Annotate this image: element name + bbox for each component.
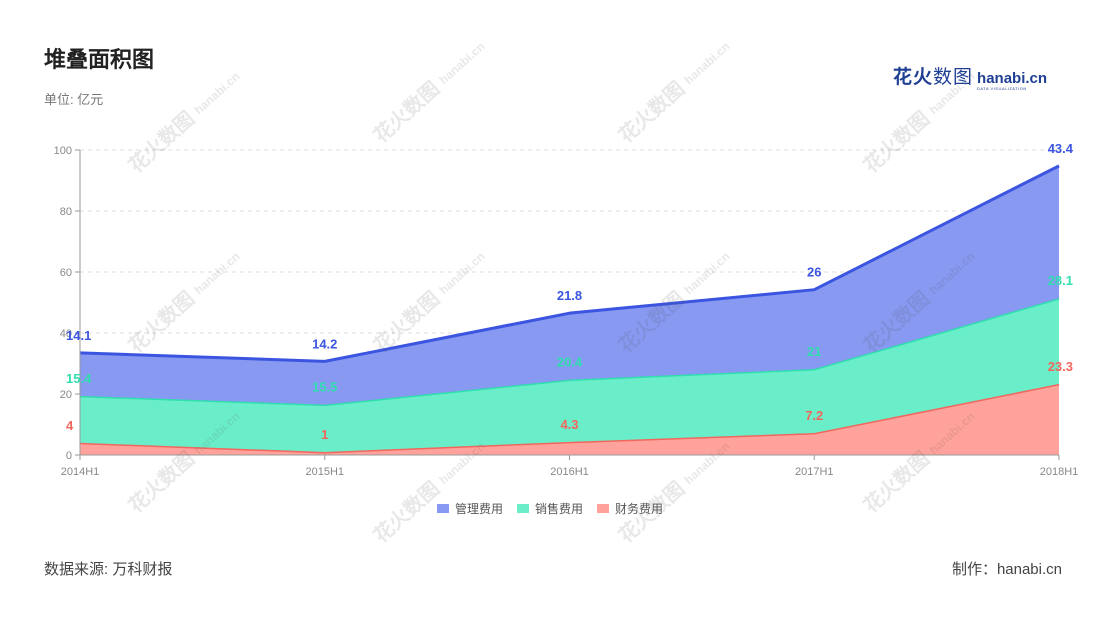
legend-label: 财务费用: [615, 502, 664, 516]
legend-item[interactable]: 财务费用: [597, 500, 663, 517]
logo-cn-light: 数图: [933, 67, 974, 88]
x-tick-label: 2014H1: [61, 466, 100, 478]
logo-tagline: DATA VISUALIZATION: [977, 86, 1027, 91]
area-series-1: [80, 298, 1059, 452]
data-label: 15.4: [66, 371, 92, 386]
data-label: 4: [66, 418, 74, 433]
y-tick-label: 100: [54, 145, 72, 157]
data-label: 14.1: [66, 328, 91, 343]
data-label: 43.4: [1048, 141, 1074, 156]
y-tick-label: 80: [60, 206, 72, 218]
data-label: 20.4: [557, 355, 583, 370]
logo-cn-bold: 花火: [893, 67, 934, 88]
chart-title: 堆叠面积图: [44, 47, 155, 72]
y-tick-label: 0: [66, 450, 72, 462]
svg-text:花火数图: 花火数图: [124, 286, 200, 357]
x-tick-label: 2017H1: [795, 466, 834, 478]
data-label: 4.3: [560, 417, 578, 432]
legend-swatch: [436, 504, 449, 513]
unit-label: 单位: 亿元: [44, 92, 104, 107]
legend-label: 管理费用: [454, 502, 503, 516]
data-label: 15.5: [312, 380, 337, 395]
legend-swatch: [516, 504, 529, 513]
logo-cn: 花火数图: [893, 62, 973, 89]
svg-text:花火数图: 花火数图: [124, 106, 200, 177]
chart-legend: 管理费用 销售费用 财务费用: [0, 500, 1100, 517]
x-tick-label: 2016H1: [550, 466, 589, 478]
legend-label: 销售费用: [534, 502, 583, 516]
credit: 制作：hanabi.cn: [951, 561, 1062, 578]
svg-text:hanabi.cn: hanabi.cn: [682, 249, 733, 297]
area-series-0: [80, 383, 1059, 455]
y-tick-label: 40: [60, 328, 72, 340]
data-label: 23.3: [1048, 359, 1073, 374]
data-label: 7.2: [805, 408, 823, 423]
data-label: 21: [807, 344, 821, 359]
data-label: 21.8: [557, 288, 582, 303]
svg-text:hanabi.cn: hanabi.cn: [437, 39, 488, 87]
legend-item[interactable]: 销售费用: [516, 500, 583, 517]
svg-text:hanabi.cn: hanabi.cn: [192, 249, 243, 297]
legend-swatch: [597, 504, 609, 513]
area-series-2: [80, 165, 1059, 405]
svg-text:花火数图: 花火数图: [859, 106, 935, 177]
y-tick-label: 60: [60, 267, 72, 279]
svg-text:hanabi.cn: hanabi.cn: [682, 39, 733, 87]
data-source: 数据来源: 万科财报: [44, 561, 173, 578]
legend-item[interactable]: 管理费用: [436, 500, 503, 517]
logo-en: hanabi.cn: [977, 70, 1048, 87]
x-tick-label: 2018H1: [1040, 466, 1079, 478]
svg-text:花火数图: 花火数图: [369, 76, 445, 147]
x-tick-label: 2015H1: [305, 466, 344, 478]
data-label: 14.2: [312, 336, 337, 351]
y-tick-label: 20: [60, 389, 72, 401]
svg-text:hanabi.cn: hanabi.cn: [437, 249, 488, 297]
brand-logo: 花火数图 hanabi.cn DATA VISUALIZATION: [893, 62, 1047, 91]
data-label: 1: [321, 427, 328, 442]
svg-text:hanabi.cn: hanabi.cn: [927, 69, 978, 117]
svg-text:hanabi.cn: hanabi.cn: [192, 69, 243, 117]
data-label: 28.1: [1048, 273, 1073, 288]
line-series-2: [79, 164, 1060, 363]
data-label: 26: [807, 265, 821, 280]
svg-text:花火数图: 花火数图: [614, 76, 690, 147]
